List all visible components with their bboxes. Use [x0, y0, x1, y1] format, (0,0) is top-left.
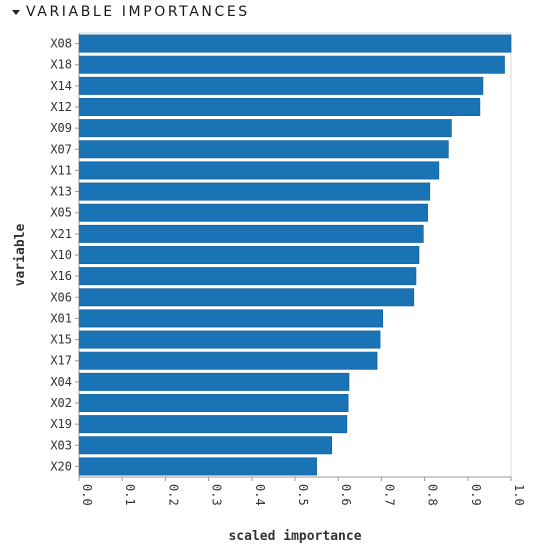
y-axis-title: variable: [13, 224, 28, 287]
y-tick-label-x07: X07: [50, 142, 72, 156]
y-tick-label-x16: X16: [50, 269, 72, 283]
bar-x14: [79, 76, 484, 95]
y-tick-label-x11: X11: [50, 163, 72, 177]
bar-x10: [79, 246, 420, 264]
bar-x06: [79, 288, 415, 307]
y-tick-label-x10: X10: [50, 248, 72, 262]
y-tick-label-x05: X05: [50, 206, 72, 220]
y-tick-label-x15: X15: [50, 333, 72, 347]
y-tick-label-x20: X20: [50, 459, 72, 473]
y-tick-label-x08: X08: [50, 37, 72, 51]
bar-x09: [79, 119, 452, 138]
y-tick-label-x02: X02: [50, 396, 72, 410]
bar-x01: [79, 309, 383, 328]
bar-x19: [79, 415, 348, 434]
bar-x16: [79, 267, 417, 286]
bar-x17: [79, 351, 378, 370]
y-tick-label-x09: X09: [50, 121, 72, 135]
y-tick-label-x21: X21: [50, 227, 72, 241]
x-tick-label-0-0: 0.0: [80, 484, 94, 506]
section-header-variable-importances[interactable]: VARIABLE IMPORTANCES: [12, 0, 250, 24]
bar-x21: [79, 224, 424, 243]
y-tick-label-x12: X12: [50, 100, 72, 114]
x-tick-label-0-4: 0.4: [253, 484, 267, 506]
bar-x11: [79, 161, 440, 180]
x-tick-label-0-2: 0.2: [166, 484, 180, 506]
y-tick-label-x01: X01: [50, 311, 72, 325]
x-tick-label-0-9: 0.9: [469, 484, 483, 506]
bar-x20: [79, 457, 317, 476]
x-tick-label-0-5: 0.5: [296, 484, 310, 506]
bar-x07: [79, 140, 449, 159]
x-axis-title: scaled importance: [228, 529, 361, 544]
x-tick-label-0-1: 0.1: [123, 484, 137, 506]
x-tick-labels: 0.0 0.1 0.2 0.3 0.4 0.5 0.6 0.7 0.8 0.9 1.0: [78, 477, 526, 506]
y-tick-label-x13: X13: [50, 185, 72, 199]
y-tick-label-x19: X19: [50, 417, 72, 431]
y-tick-label-x04: X04: [50, 375, 72, 389]
x-tick-label-0-8: 0.8: [426, 484, 440, 506]
bar-x18: [79, 55, 505, 74]
y-tick-label-x06: X06: [50, 290, 72, 304]
bar-x03: [79, 436, 333, 455]
x-tick-label-1-0: 1.0: [512, 484, 526, 506]
y-tick-labels: X08 X18 X14 X12 X09 X07 X11 X13 X05 X21 X10 X16 X06 X…: [50, 37, 79, 473]
y-tick-label-x17: X17: [50, 354, 72, 368]
y-tick-label-x03: X03: [50, 438, 72, 452]
bar-x04: [79, 372, 350, 391]
bar-x13: [79, 182, 431, 201]
x-tick-label-0-7: 0.7: [382, 484, 396, 506]
x-tick-label-0-3: 0.3: [210, 484, 224, 506]
y-tick-label-x18: X18: [50, 58, 72, 72]
bar-x05: [79, 203, 428, 222]
bar-x08: [79, 34, 512, 53]
x-tick-label-0-6: 0.6: [339, 484, 353, 506]
bar-x12: [79, 98, 481, 116]
bar-x02: [79, 394, 349, 412]
caret-down-icon[interactable]: [12, 10, 20, 15]
section-title: VARIABLE IMPORTANCES: [26, 4, 250, 20]
bars-group: [79, 34, 512, 476]
y-tick-label-x14: X14: [50, 79, 72, 93]
bar-x15: [79, 330, 381, 349]
